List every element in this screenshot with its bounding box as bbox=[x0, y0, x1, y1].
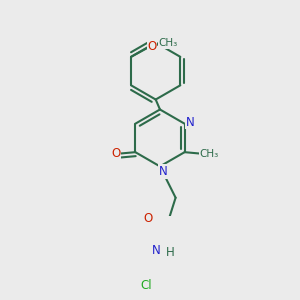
Text: O: O bbox=[111, 147, 121, 160]
Text: N: N bbox=[158, 165, 167, 178]
Text: N: N bbox=[186, 116, 195, 129]
Text: Cl: Cl bbox=[140, 278, 152, 292]
Text: O: O bbox=[147, 40, 156, 52]
Text: O: O bbox=[144, 212, 153, 225]
Text: N: N bbox=[152, 244, 161, 257]
Text: H: H bbox=[166, 246, 174, 259]
Text: CH₃: CH₃ bbox=[158, 38, 178, 48]
Text: CH₃: CH₃ bbox=[199, 148, 218, 159]
